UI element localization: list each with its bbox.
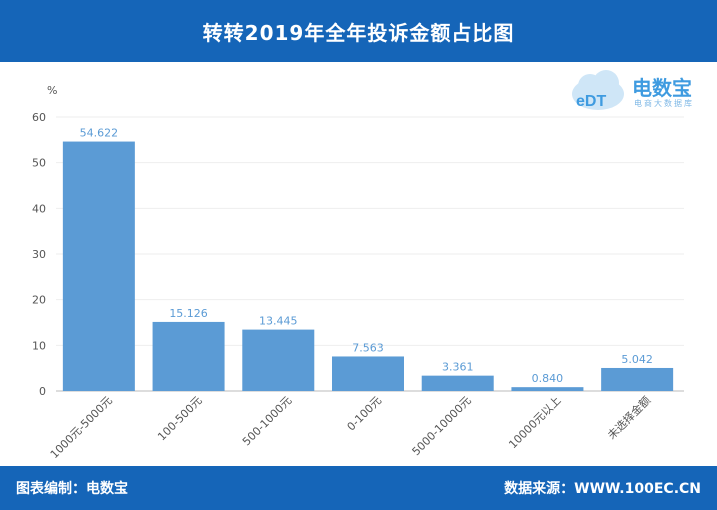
logo: eDT 电数宝 电商大数据库 xyxy=(568,66,708,116)
y-tick-label: 30 xyxy=(32,248,46,261)
bar xyxy=(242,329,315,391)
data-label: 0.840 xyxy=(532,372,564,385)
x-tick-label: 5000-10000元 xyxy=(410,394,474,458)
bar xyxy=(152,321,225,391)
y-tick-label: 50 xyxy=(32,157,46,170)
bar-chart: % 0 10 20 30 40 50 60 54.622 1000元-5000元 15.126 100… xyxy=(32,84,684,461)
y-axis-unit-label: % xyxy=(47,84,57,97)
data-label: 15.126 xyxy=(169,307,208,320)
y-tick-label: 60 xyxy=(32,111,46,124)
logo-mark: eDT xyxy=(576,93,606,110)
data-label: 3.361 xyxy=(442,361,474,374)
x-tick-label: 10000元以上 xyxy=(506,394,563,451)
x-tick-label: 500-1000元 xyxy=(240,394,294,448)
bar xyxy=(511,387,584,391)
logo-tagline: 电商大数据库 xyxy=(634,99,694,108)
bar xyxy=(62,141,135,391)
data-label: 5.042 xyxy=(621,353,653,366)
y-tick-label: 20 xyxy=(32,294,46,307)
chart-footer: 图表编制：电数宝 数据来源：WWW.100EC.CN xyxy=(0,466,717,510)
x-tick-label: 1000元-5000元 xyxy=(48,394,115,461)
y-tick-label: 40 xyxy=(32,202,46,215)
bar xyxy=(332,356,404,391)
logo-brand: 电数宝 xyxy=(632,76,692,100)
footer-credit: 图表编制：电数宝 xyxy=(16,481,128,497)
data-label: 13.445 xyxy=(259,315,298,328)
data-label: 7.563 xyxy=(352,341,384,354)
y-tick-label: 0 xyxy=(39,385,46,398)
x-tick-label: 未选择金额 xyxy=(604,393,653,442)
x-tick-label: 100-500元 xyxy=(155,394,204,443)
bar xyxy=(421,375,494,391)
bar-layer xyxy=(62,141,674,391)
data-label: 54.622 xyxy=(80,127,119,140)
bar xyxy=(601,367,674,391)
x-tick-label: 0-100元 xyxy=(345,394,385,434)
chart-title: 转转2019年全年投诉金额占比图 xyxy=(202,20,515,45)
y-tick-label: 10 xyxy=(32,339,46,352)
chart-header: 转转2019年全年投诉金额占比图 xyxy=(0,0,717,62)
footer-source: 数据来源：WWW.100EC.CN xyxy=(504,481,701,497)
cloud-logo-icon: eDT xyxy=(572,70,624,110)
